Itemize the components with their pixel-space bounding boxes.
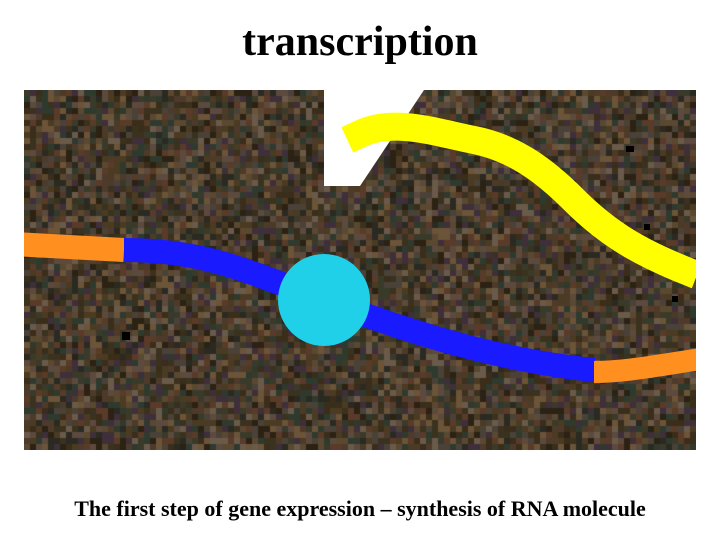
black-speck	[122, 332, 130, 340]
page-title: transcription	[0, 0, 720, 66]
diagram-area	[24, 90, 696, 450]
caption-text: The first step of gene expression – synt…	[0, 496, 720, 522]
black-speck	[672, 296, 678, 302]
noise-background	[24, 90, 696, 450]
black-speck	[644, 224, 650, 230]
black-speck	[626, 146, 634, 152]
